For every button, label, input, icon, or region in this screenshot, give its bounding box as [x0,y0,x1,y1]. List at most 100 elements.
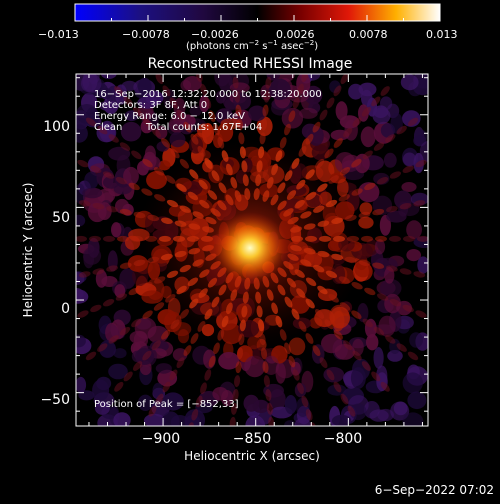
heatmap-cell [121,80,138,91]
heatmap-cell [108,363,128,380]
heatmap-streak [427,315,440,325]
heatmap-streak [266,402,273,415]
heatmap-streak [312,121,321,133]
heatmap-streak [301,74,309,83]
heatmap-cell [284,395,297,415]
heatmap-streak [385,134,396,143]
heatmap-streak [413,200,426,207]
heatmap-streak [76,235,87,242]
heatmap-streak [445,236,457,242]
heatmap-streak [375,235,387,242]
heatmap-streak [200,382,207,394]
x-axis-label: Heliocentric X (arcsec) [184,449,320,463]
heatmap-streak [351,188,363,196]
heatmap-streak [340,74,349,85]
heatmap-streak [389,235,401,242]
heatmap-streak [117,235,129,242]
heatmap-cell [358,182,380,203]
heatmap-cell [369,409,389,422]
heatmap-streak [389,299,402,307]
heatmap-streak [142,310,153,319]
heatmap-streak [260,118,268,131]
heatmap-streak [90,165,102,173]
axis-ticks [76,74,428,426]
heatmap-streak [301,395,309,408]
heatmap-cell [332,310,345,332]
heatmap-streak [319,357,328,369]
heatmap-cell [386,210,407,223]
heatmap-cell [359,202,373,216]
heatmap-streak [361,106,371,117]
heatmap-streak [63,153,76,163]
chart-title: Reconstructed RHESSI Image [148,56,353,72]
heatmap-cell [76,376,87,393]
heatmap-streak [204,97,212,109]
annotation-time-range: 16−Sep−2016 12:32:20.000 to 12:38:20.000 [94,89,322,100]
heatmap-streak [297,83,304,96]
heatmap-streak [265,389,272,401]
heatmap-streak [262,361,269,374]
heatmap-streak [427,153,440,163]
heatmap-streak [339,167,351,176]
heatmap-streak [399,203,412,210]
heatmap-streak [119,262,132,269]
heatmap-streak [326,369,335,381]
heatmap-streak [78,271,91,278]
heatmap-streak [213,123,220,136]
heatmap-streak [402,304,414,313]
heatmap-streak [385,265,398,272]
heatmap-cell [76,124,88,143]
heatmap-cell [123,166,139,186]
heatmap-streak [351,310,362,319]
heatmap-cell [138,394,153,411]
plot-frame [75,73,429,427]
heatmap-streak [103,235,115,242]
heatmap-cell [402,412,424,426]
x-tick-label: −900 [142,431,180,447]
heatmap-cell [84,171,99,190]
heatmap-streak [431,236,443,242]
heatmap-streak [114,381,124,392]
heatmap-streak [195,74,203,83]
heatmap-cell [170,415,189,426]
heatmap-cell [358,82,377,97]
heatmap-streak [352,117,362,128]
colorbar-tick-label: 0.013 [426,28,458,41]
heatmap-streak [131,150,142,160]
heatmap-streak [176,109,185,121]
heatmap-cell [99,100,120,112]
heatmap-cell [406,220,422,240]
heatmap-streak [123,96,133,107]
heatmap-streak [403,235,415,242]
heatmap-streak [417,235,428,242]
y-tick-label: 50 [52,210,70,226]
heatmap-streak [123,371,133,382]
heatmap-streak [351,158,362,168]
heatmap-streak [288,110,296,122]
heatmap-streak [151,127,161,138]
heatmap-cell [366,334,379,351]
heatmap-streak [183,121,192,133]
heatmap-cell [155,363,172,374]
heatmap-cell [76,289,89,304]
heatmap-cell [294,417,311,426]
heatmap-cell [76,214,86,227]
heatmap-streak [131,318,142,328]
heatmap-cell [252,399,270,413]
heatmap-streak [161,329,171,340]
heatmap-streak [102,299,115,307]
heatmap-cell [360,126,376,148]
heatmap-streak [396,343,407,352]
annotation-total-counts: Total counts: 1.67E+04 [145,122,262,133]
heatmap-streak [92,268,105,275]
heatmap-streak [333,138,343,148]
heatmap-streak [385,206,398,213]
heatmap-streak [85,117,97,127]
heatmap-streak [77,310,89,318]
colorbar-tick-label: 0.0026 [276,28,315,41]
heatmap-cell [137,96,158,109]
heatmap-streak [234,375,241,388]
heatmap-streak [361,361,371,371]
heatmap-cell [113,348,127,359]
